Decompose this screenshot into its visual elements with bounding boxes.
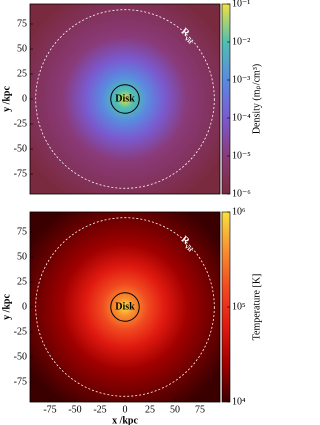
colorbar-tick-label: 10⁴	[232, 396, 246, 407]
x-tick-label: 75	[195, 404, 205, 415]
y-tick-label: -50	[14, 143, 27, 154]
rvir-label: Rvir	[178, 234, 198, 254]
y-tick-label: 0	[22, 301, 27, 312]
colorbar-tick-label: 10⁶	[232, 206, 246, 217]
y-axis-label: y /kpc	[1, 86, 12, 112]
colorbar-label: Density (mₚ/cm³)	[251, 64, 262, 134]
disk-circle	[110, 292, 140, 322]
y-tick-label: 0	[22, 93, 27, 104]
map-image	[30, 212, 220, 402]
y-tick-label: 50	[17, 251, 27, 262]
colorbar-tick-label: 10⁻¹	[232, 0, 250, 9]
disk-circle	[110, 84, 140, 114]
y-tick-label: -75	[14, 376, 27, 387]
y-tick-label: -75	[14, 168, 27, 179]
colorbar-tick-label: 10⁻⁵	[232, 150, 251, 161]
x-tick-label: -25	[93, 404, 106, 415]
colorbar-tick-label: 10⁻⁶	[232, 188, 251, 199]
x-tick-label: 50	[170, 404, 180, 415]
map-image	[30, 4, 220, 194]
colorbar-tick-label: 10⁵	[232, 301, 246, 312]
disk-label: Disk	[115, 93, 135, 104]
y-tick-label: -50	[14, 351, 27, 362]
colorbar-tick-label: 10⁻⁴	[232, 112, 251, 123]
rvir-subscript: vir	[183, 242, 195, 254]
y-tick-label: 75	[17, 226, 27, 237]
rvir-circle	[35, 217, 215, 397]
colorbar-tick-label: 10⁻²	[232, 36, 250, 47]
y-tick-label: 50	[17, 43, 27, 54]
figure: Disk Rvir -75 -50 -25 0 25 50 75 y /kpc 10⁻¹ 10⁻² 10…	[1, 0, 262, 425]
colorbar-label: Temperature [K]	[251, 274, 262, 341]
rvir-label: Rvir	[178, 26, 198, 46]
colorbar-tick-label: 10⁻³	[232, 74, 250, 85]
x-tick-label: 0	[123, 404, 128, 415]
x-tick-label: -75	[43, 404, 56, 415]
y-tick-label: 25	[17, 276, 27, 287]
y-tick-label: 75	[17, 18, 27, 29]
rvir-circle	[35, 9, 215, 189]
x-tick-label: -50	[68, 404, 81, 415]
y-axis-label: y /kpc	[1, 294, 12, 320]
y-tick-label: 25	[17, 68, 27, 79]
colorbar	[221, 3, 231, 195]
disk-label: Disk	[115, 301, 135, 312]
y-tick-label: -25	[14, 326, 27, 337]
x-axis-label: x /kpc	[112, 415, 138, 425]
y-tick-label: -25	[14, 118, 27, 129]
x-tick-label: 25	[145, 404, 155, 415]
rvir-subscript: vir	[183, 34, 195, 46]
